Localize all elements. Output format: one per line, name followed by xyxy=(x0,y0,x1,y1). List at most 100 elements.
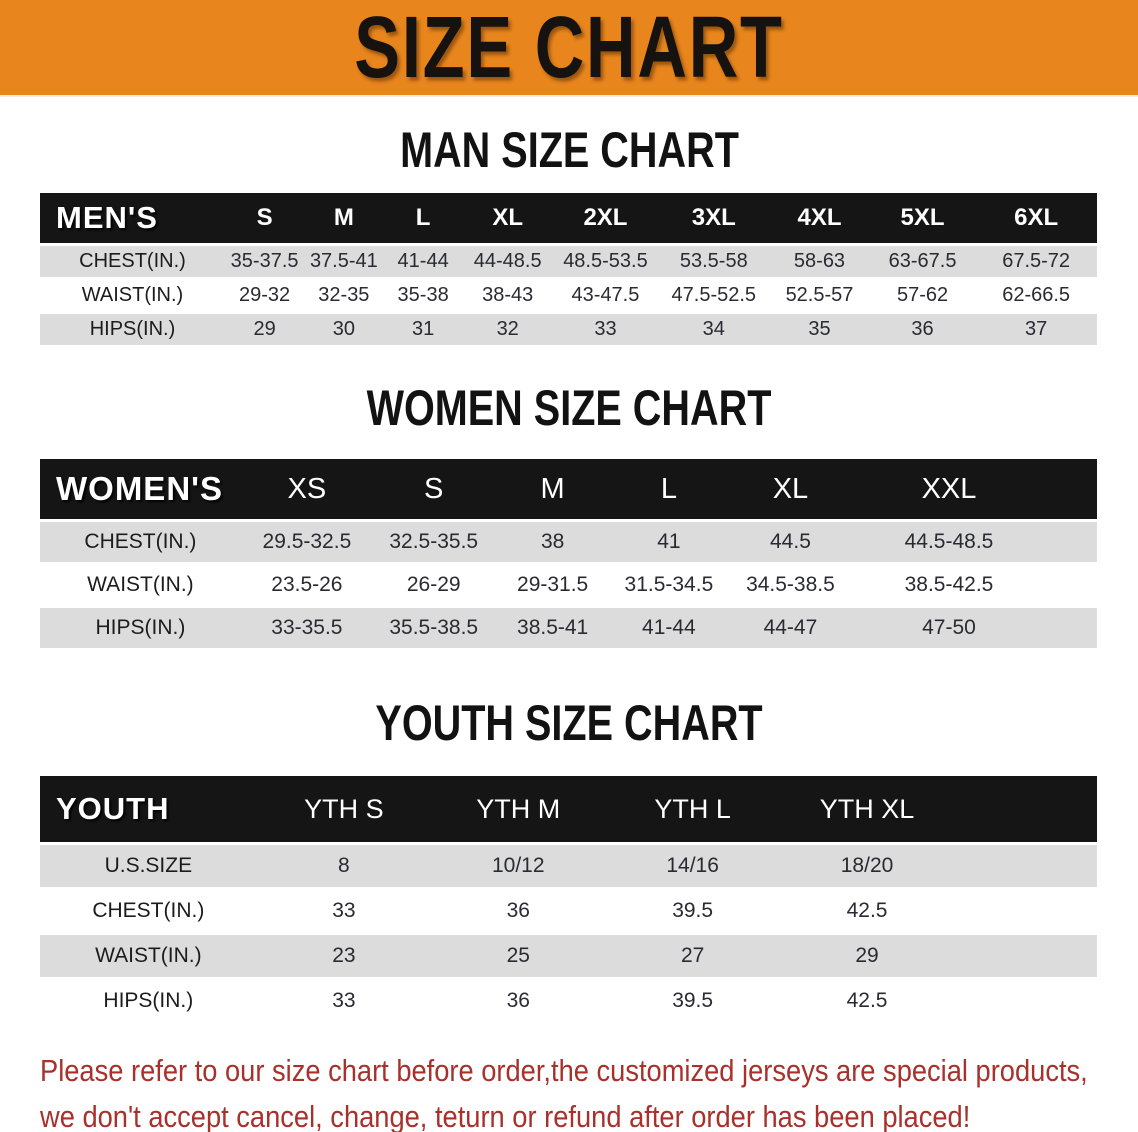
size-cell: 8 xyxy=(338,854,350,877)
size-cell: 33 xyxy=(594,318,617,340)
size-cell: 32-35 xyxy=(318,284,370,306)
size-column-header: 2XL xyxy=(583,204,628,231)
youth-section-heading-text: YOUTH SIZE CHART xyxy=(375,693,763,751)
section-men: MAN SIZE CHART MEN'S S M L XL 2XL 3XL 4XL 5XL 6XL… xyxy=(0,120,1138,345)
size-cell: 18/20 xyxy=(840,854,894,877)
table-row: HIPS(IN.) 33 36 39.5 42.5 xyxy=(40,980,1097,1022)
table-row: HIPS(IN.) 33-35.5 35.5-38.5 38.5-41 41-44 44-… xyxy=(40,608,1097,648)
size-column-header: 6XL xyxy=(1014,204,1059,231)
size-cell: 39.5 xyxy=(672,989,714,1012)
size-cell: 33 xyxy=(332,899,356,922)
size-cell: 38.5-41 xyxy=(517,616,589,639)
row-label: WAIST(IN.) xyxy=(87,573,194,596)
row-label: U.S.SIZE xyxy=(104,854,193,877)
row-label: HIPS(IN.) xyxy=(103,989,194,1012)
size-cell: 36 xyxy=(506,899,530,922)
size-cell: 38.5-42.5 xyxy=(904,573,994,596)
size-column-header: YTH L xyxy=(654,793,731,824)
size-cell: 33-35.5 xyxy=(271,616,343,639)
size-cell: 31 xyxy=(412,318,435,340)
size-cell: 14/16 xyxy=(666,854,719,877)
size-cell: 23.5-26 xyxy=(271,573,343,596)
table-header-row: MEN'S S M L XL 2XL 3XL 4XL 5XL 6XL xyxy=(40,193,1097,243)
size-cell: 39.5 xyxy=(672,899,714,922)
table-corner-label: WOMEN'S xyxy=(56,470,224,507)
size-column-header: S xyxy=(256,204,273,231)
row-label: CHEST(IN.) xyxy=(84,530,197,553)
row-label: WAIST(IN.) xyxy=(95,944,202,967)
size-cell: 44-47 xyxy=(763,616,818,639)
table-corner-label: MEN'S xyxy=(56,200,158,235)
size-column-header: L xyxy=(415,204,431,231)
table-row: WAIST(IN.) 23 25 27 29 xyxy=(40,935,1097,977)
size-column-header: L xyxy=(660,472,677,505)
size-cell: 34.5-38.5 xyxy=(746,573,835,596)
table-row: CHEST(IN.) 35-37.5 37.5-41 41-44 44-48.5 48.5… xyxy=(40,246,1097,277)
size-cell: 10/12 xyxy=(491,854,545,877)
size-cell: 35-38 xyxy=(397,284,449,306)
table-header-row: WOMEN'S XS S M L XL XXL xyxy=(40,459,1097,519)
table-row: CHEST(IN.) 33 36 39.5 42.5 xyxy=(40,890,1097,932)
size-cell: 37.5-41 xyxy=(309,250,378,272)
size-cell: 41 xyxy=(657,530,681,553)
size-cell: 47.5-52.5 xyxy=(671,284,757,306)
size-cell: 30 xyxy=(332,318,355,340)
size-cell: 37 xyxy=(1025,318,1048,340)
size-cell: 38 xyxy=(540,530,565,553)
size-column-header: M xyxy=(540,472,565,505)
size-column-header: XL xyxy=(772,472,809,505)
size-column-header: 3XL xyxy=(691,204,736,231)
size-column-header: XXL xyxy=(921,472,977,505)
women-section-heading: WOMEN SIZE CHART xyxy=(0,378,1138,436)
size-cell: 29 xyxy=(253,318,276,340)
section-youth: YOUTH SIZE CHART YOUTH YTH S YTH M YTH L YTH… xyxy=(0,693,1138,1022)
row-label: CHEST(IN.) xyxy=(92,899,205,922)
size-cell: 44.5-48.5 xyxy=(904,530,994,553)
women-section-heading-text: WOMEN SIZE CHART xyxy=(366,378,772,436)
size-cell: 31.5-34.5 xyxy=(624,573,714,596)
size-cell: 27 xyxy=(680,944,705,967)
youth-section-heading: YOUTH SIZE CHART xyxy=(0,693,1138,751)
size-cell: 29-32 xyxy=(239,284,291,306)
section-women: WOMEN SIZE CHART WOMEN'S XS S M L XL XXL CHEST(… xyxy=(0,378,1138,648)
size-cell: 44.5 xyxy=(770,530,811,553)
table-row: CHEST(IN.) 29.5-32.5 32.5-35.5 38 41 44.5 44.5… xyxy=(40,522,1097,562)
youth-size-table: YOUTH YTH S YTH M YTH L YTH XL U.S.SIZE 8 10/12… xyxy=(40,776,1097,1022)
size-cell: 35 xyxy=(808,318,831,340)
size-cell: 23 xyxy=(332,944,356,967)
size-cell: 48.5-53.5 xyxy=(563,250,648,272)
size-cell: 32 xyxy=(496,318,519,340)
size-cell: 42.5 xyxy=(846,989,888,1012)
row-label: WAIST(IN.) xyxy=(81,284,184,306)
size-cell: 26-29 xyxy=(406,573,461,596)
size-cell: 33 xyxy=(332,989,356,1012)
size-cell: 29 xyxy=(855,944,879,967)
size-column-header: M xyxy=(333,204,354,231)
size-cell: 38-43 xyxy=(482,284,534,306)
size-cell: 29-31.5 xyxy=(517,573,589,596)
size-cell: 32.5-35.5 xyxy=(389,530,479,553)
size-cell: 43-47.5 xyxy=(571,284,640,306)
row-label: HIPS(IN.) xyxy=(89,318,176,340)
size-column-header: 4XL xyxy=(797,204,842,231)
disclaimer-line-2: we don't accept cancel, change, teturn o… xyxy=(40,1099,971,1132)
disclaimer-line-1: Please refer to our size chart before or… xyxy=(40,1053,1088,1088)
size-cell: 35.5-38.5 xyxy=(389,616,479,639)
size-cell: 53.5-58 xyxy=(679,250,748,272)
size-column-header: YTH S xyxy=(304,793,384,824)
size-cell: 62-66.5 xyxy=(1002,284,1071,306)
table-row: WAIST(IN.) 23.5-26 26-29 29-31.5 31.5-34.5 34… xyxy=(40,565,1097,605)
size-cell: 36 xyxy=(911,318,934,340)
size-column-header: YTH XL xyxy=(819,793,915,824)
row-label: CHEST(IN.) xyxy=(79,250,186,272)
size-cell: 52.5-57 xyxy=(785,284,854,306)
men-section-heading-text: MAN SIZE CHART xyxy=(399,120,739,178)
size-cell: 42.5 xyxy=(846,899,888,922)
table-row: WAIST(IN.) 29-32 32-35 35-38 38-43 43-47.5 47.… xyxy=(40,280,1097,311)
size-cell: 35-37.5 xyxy=(230,250,299,272)
disclaimer: Please refer to our size chart before or… xyxy=(40,1048,1138,1132)
size-cell: 41-44 xyxy=(397,250,449,272)
size-column-header: YTH M xyxy=(476,793,561,824)
size-column-header: 5XL xyxy=(900,204,945,231)
